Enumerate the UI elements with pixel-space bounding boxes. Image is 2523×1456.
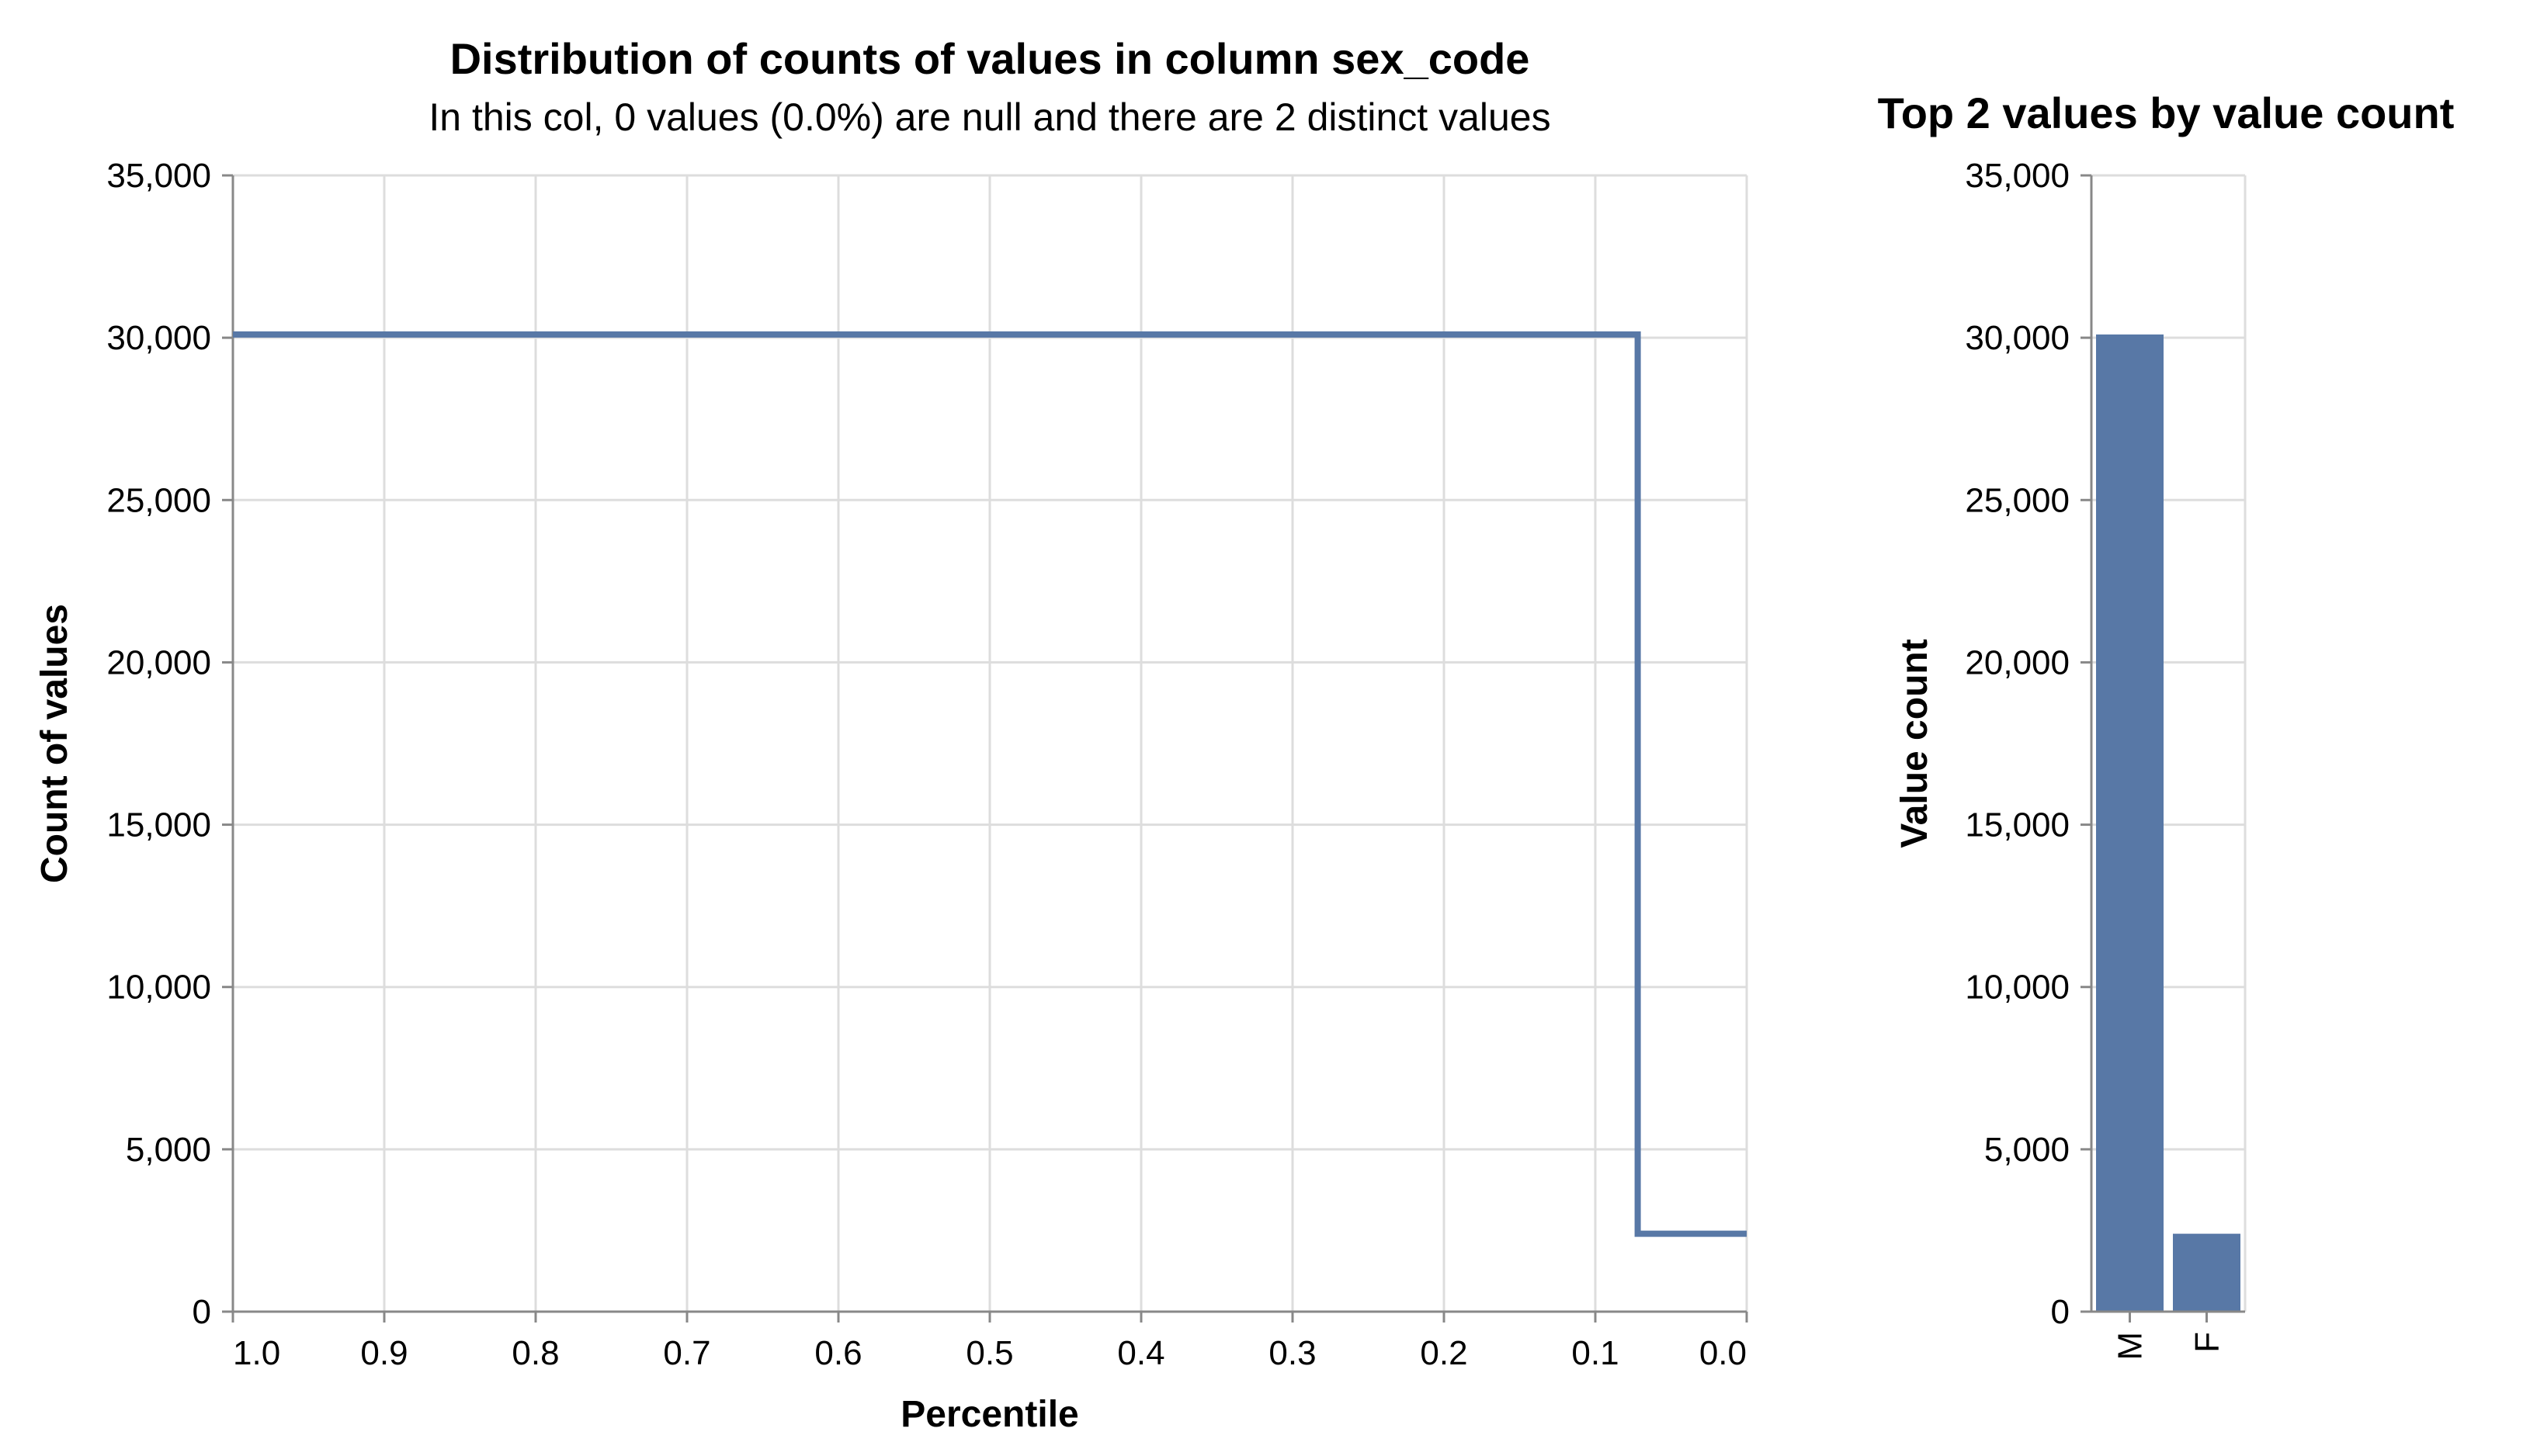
right-x-tick-label: M [2112,1332,2150,1361]
right-y-tick-label: 30,000 [1965,319,2070,357]
left-x-tick-label: 0.1 [1571,1334,1619,1372]
left-axes: 1.0 0.9 0.8 0.7 0.6 0.5 0.4 0.3 0.2 0.1 0.0 0 5,000 1… [106,157,1748,1372]
left-x-tick-label: 0.0 [1699,1334,1747,1372]
left-y-tick-label: 5,000 [126,1131,211,1169]
left-y-tick-label: 20,000 [106,643,211,681]
left-y-tick-label: 10,000 [106,969,211,1007]
left-x-tick-label: 0.3 [1268,1334,1316,1372]
left-x-tick-label: 0.4 [1117,1334,1164,1372]
right-y-tick-label: 35,000 [1965,157,2070,195]
left-y-tick-label: 15,000 [106,806,211,844]
left-y-tick-label: 25,000 [106,481,211,519]
right-y-axis-title: Value count [1894,639,1935,848]
left-x-tick-label: 0.2 [1420,1334,1467,1372]
left-x-tick-label: 0.8 [512,1334,559,1372]
left-chart-title: Distribution of counts of values in colu… [450,34,1530,83]
right-y-tick-label: 5,000 [1984,1131,2070,1169]
left-x-tick-label: 1.0 [233,1334,280,1372]
right-axes: 0 5,000 10,000 15,000 20,000 25,000 30,000 35,0… [1965,157,2245,1361]
right-y-tick-label: 10,000 [1965,969,2070,1007]
bar-M [2096,334,2164,1312]
left-y-tick-label: 35,000 [106,157,211,195]
right-chart-title: Top 2 values by value count [1878,88,2455,137]
right-y-tick-label: 25,000 [1965,481,2070,519]
left-gridlines [231,174,1748,1313]
left-y-tick-label: 30,000 [106,319,211,357]
top-values-chart: Top 2 values by value count 0 5,000 10,000… [1878,88,2455,1361]
right-x-tick-label: F [2188,1332,2226,1353]
right-y-tick-label: 20,000 [1965,643,2070,681]
left-x-tick-label: 0.7 [663,1334,710,1372]
right-y-tick-label: 0 [2051,1293,2070,1331]
bar-F [2173,1233,2240,1312]
percentile-chart: Distribution of counts of values in colu… [34,34,1748,1435]
step-line [233,331,1747,1237]
left-x-tick-label: 0.9 [360,1334,408,1372]
left-y-axis-title: Count of values [34,604,75,883]
left-y-tick-label: 0 [193,1293,211,1331]
left-x-axis-title: Percentile [901,1394,1078,1435]
left-chart-subtitle: In this col, 0 values (0.0%) are null an… [429,95,1550,139]
left-marks [233,331,1747,1237]
left-x-tick-label: 0.5 [966,1334,1013,1372]
right-y-tick-label: 15,000 [1965,806,2070,844]
left-x-tick-label: 0.6 [814,1334,862,1372]
right-marks [2096,334,2240,1312]
